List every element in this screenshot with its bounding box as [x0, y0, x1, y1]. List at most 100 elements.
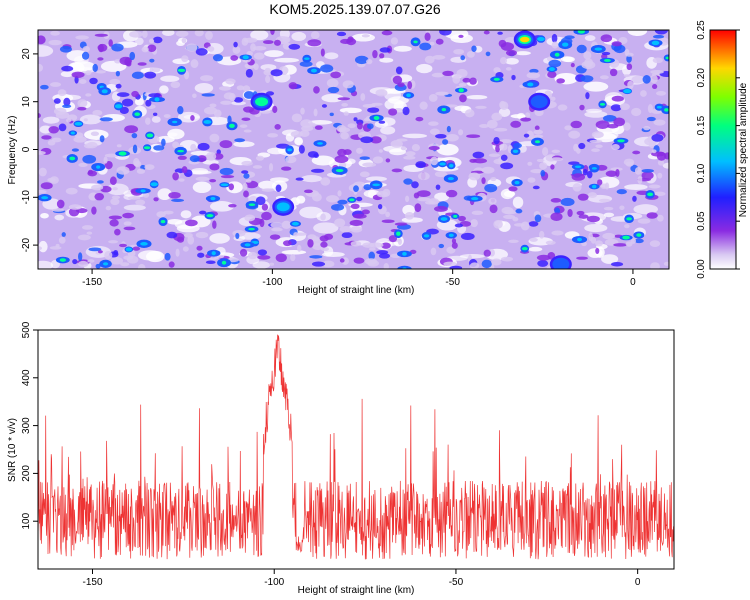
- heatmap-cell: [97, 180, 104, 184]
- heatmap-cell: [87, 169, 94, 175]
- heatmap-cell: [625, 241, 633, 247]
- heatmap-cell: [253, 63, 259, 71]
- heatmap-cell: [611, 143, 620, 151]
- heatmap-cell: [135, 199, 146, 206]
- heatmap-cell: [197, 142, 210, 151]
- heatmap-cell: [150, 182, 158, 187]
- heatmap-cell: [413, 40, 418, 44]
- heatmap-cell: [61, 232, 66, 237]
- heatmap-cell: [578, 142, 586, 150]
- heatmap-cell: [449, 164, 454, 168]
- heatmap-cell: [362, 242, 375, 248]
- heatmap-cell: [252, 46, 267, 51]
- heatmap-cell: [523, 133, 530, 138]
- heatmap-cell: [506, 49, 517, 57]
- heatmap-cell: [87, 259, 95, 263]
- heatmap-y-axis-label: Frequency (Hz): [7, 116, 18, 185]
- heatmap-cell: [526, 72, 540, 79]
- heatmap-cell: [603, 212, 615, 218]
- heatmap-cell: [134, 112, 140, 117]
- heatmap-cell: [570, 120, 582, 129]
- heatmap-cell: [127, 196, 141, 200]
- heatmap-cell: [113, 250, 119, 256]
- heatmap-cell: [290, 130, 303, 138]
- heatmap-cell: [311, 261, 326, 267]
- heatmap-cell: [40, 84, 49, 90]
- heatmap-cell: [589, 139, 603, 143]
- heatmap-x-tick-label: -50: [445, 277, 460, 288]
- heatmap-cell: [114, 59, 122, 64]
- heatmap-cell: [588, 232, 593, 242]
- heatmap-cell: [281, 166, 292, 171]
- heatmap-cell: [331, 203, 345, 211]
- heatmap-cell: [324, 52, 339, 60]
- snr-x-axis-label: Height of straight line (km): [298, 585, 415, 596]
- heatmap-cell: [490, 177, 497, 182]
- heatmap-cell: [539, 162, 548, 170]
- heatmap-cell: [149, 58, 155, 63]
- heatmap-cell: [631, 75, 645, 84]
- heatmap-y-tick-label: 20: [21, 48, 32, 60]
- heatmap-cell: [125, 247, 132, 252]
- heatmap-cell: [221, 260, 227, 265]
- heatmap-hotspot: [519, 36, 530, 43]
- heatmap-cell: [491, 112, 503, 121]
- heatmap-cell: [176, 224, 200, 233]
- heatmap-cell: [239, 248, 248, 257]
- heatmap-cell: [257, 249, 268, 256]
- heatmap-cell: [550, 164, 555, 170]
- heatmap-cell: [577, 193, 589, 201]
- heatmap-cell: [92, 63, 98, 72]
- heatmap-cell: [380, 126, 396, 135]
- heatmap-cell: [297, 244, 302, 252]
- heatmap-cell: [642, 75, 651, 84]
- heatmap-cell: [583, 81, 609, 92]
- heatmap-cell: [577, 237, 583, 242]
- heatmap-cell: [452, 75, 461, 84]
- heatmap-cell: [59, 45, 72, 53]
- heatmap-cell: [429, 41, 435, 46]
- heatmap-cell: [595, 247, 600, 255]
- heatmap-cell: [432, 54, 446, 60]
- heatmap-cell: [144, 164, 155, 171]
- heatmap-cell: [458, 88, 464, 93]
- heatmap-cell: [291, 221, 299, 226]
- heatmap-cell: [290, 253, 296, 262]
- heatmap-cell: [402, 252, 407, 256]
- heatmap-cell: [95, 70, 107, 74]
- heatmap-cell: [499, 143, 508, 151]
- heatmap-cell: [203, 106, 218, 115]
- heatmap-cell: [411, 181, 419, 189]
- heatmap-cell: [404, 211, 415, 220]
- heatmap-cell: [190, 59, 199, 69]
- heatmap-cell: [160, 75, 180, 82]
- heatmap-cell: [209, 233, 230, 244]
- heatmap-cell: [655, 90, 667, 96]
- heatmap-cell: [435, 184, 441, 190]
- heatmap-cell: [468, 172, 481, 181]
- heatmap-cell: [194, 30, 204, 37]
- heatmap-cell: [362, 103, 376, 108]
- heatmap-cell: [337, 190, 342, 197]
- heatmap-cell: [74, 122, 83, 126]
- heatmap-cell: [101, 89, 108, 94]
- heatmap-cell: [397, 82, 405, 87]
- heatmap-cell: [49, 246, 62, 250]
- heatmap-cell: [533, 129, 544, 135]
- heatmap-cell: [418, 172, 430, 181]
- heatmap-cell: [57, 89, 67, 97]
- heatmap-cell: [510, 120, 522, 128]
- heatmap-cell: [483, 249, 491, 257]
- heatmap-cell: [132, 144, 138, 154]
- heatmap-cell: [184, 70, 190, 80]
- heatmap-cell: [458, 34, 464, 38]
- heatmap-cell: [663, 261, 669, 266]
- heatmap-cell: [212, 54, 223, 62]
- heatmap-cell: [473, 158, 487, 164]
- heatmap-cell: [282, 36, 291, 43]
- heatmap-cell: [592, 184, 597, 189]
- heatmap-cell: [564, 125, 573, 131]
- heatmap-cell: [141, 46, 149, 53]
- heatmap-cell: [109, 78, 121, 85]
- heatmap-cell: [390, 139, 403, 148]
